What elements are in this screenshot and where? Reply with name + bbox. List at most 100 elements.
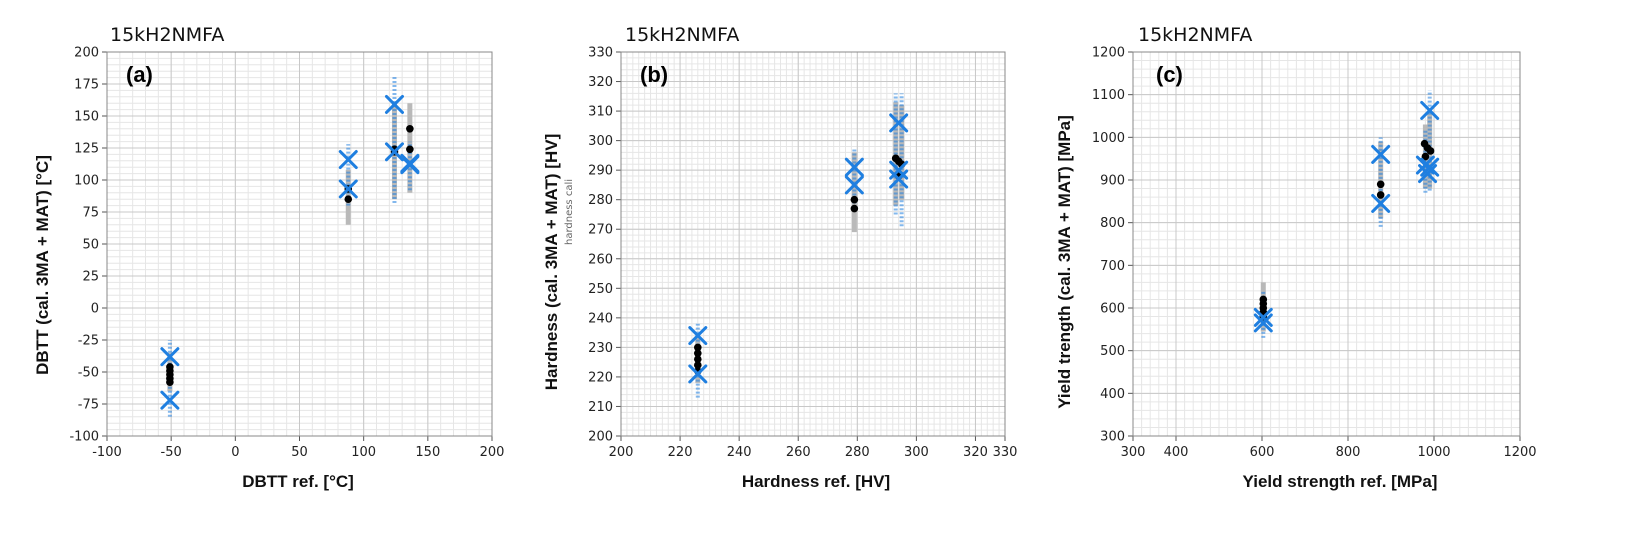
x-tick-label: -100 xyxy=(92,445,122,460)
blue-x-marker xyxy=(160,347,180,367)
black-point xyxy=(694,349,702,358)
panel-c-plot-area: 300 400 600 800 1000 1200 300 400 500 600 700 800 90… xyxy=(1092,46,1537,461)
x-tick-label: -50 xyxy=(161,445,182,460)
blue-x-stroke xyxy=(338,150,358,170)
blue-x-marker xyxy=(338,150,358,170)
y-tick-label: 25 xyxy=(82,270,99,285)
y-tick-label: 200 xyxy=(74,46,99,61)
blue-x-stroke xyxy=(688,326,708,346)
y-tick-label: 500 xyxy=(1100,344,1125,359)
blue-x-stroke xyxy=(889,169,909,189)
black-point xyxy=(850,195,859,204)
panel-b-plot-area: 200 220 240 260 280 300 320 330 200 210 220 230 240 2… xyxy=(588,46,1017,461)
y-tick-label: 290 xyxy=(588,164,613,179)
y-tick-label: 280 xyxy=(588,193,613,208)
y-tick-label: 175 xyxy=(74,78,99,93)
x-tick-label: 100 xyxy=(351,445,376,460)
blue-x-stroke xyxy=(889,113,909,133)
blue-x-marker xyxy=(1418,164,1438,184)
black-point xyxy=(694,343,702,352)
x-tick-label: 300 xyxy=(1121,445,1146,460)
y-tick-label: 400 xyxy=(1100,387,1125,402)
black-point xyxy=(344,195,353,203)
panel-b-label: (b) xyxy=(640,62,668,87)
y-tick-label: 900 xyxy=(1100,174,1125,189)
blue-x-marker xyxy=(400,155,420,175)
blue-x-stroke xyxy=(1371,144,1391,164)
y-tick-label: 800 xyxy=(1100,216,1125,231)
x-tick-label: 600 xyxy=(1250,445,1275,460)
blue-x-stroke xyxy=(688,364,708,384)
y-tick-label: 220 xyxy=(588,370,613,385)
y-tick-label: 200 xyxy=(588,430,613,445)
x-tick-label: 280 xyxy=(845,445,870,460)
x-tick-label: 50 xyxy=(291,445,308,460)
x-tick-label: 300 xyxy=(904,445,929,460)
blue-x-marker xyxy=(338,179,358,199)
panel-a-plot-area: -100 -50 0 50 100 150 200 -100 -75 -50 -25 0 25 50 75 1… xyxy=(69,46,504,461)
blue-x-stroke xyxy=(1420,100,1440,120)
x-tick-label: 200 xyxy=(480,445,505,460)
blue-x-stroke xyxy=(1371,193,1391,213)
plot-frame xyxy=(1132,51,1521,437)
panel-c-title: 15kH2NMFA xyxy=(1138,24,1252,46)
panel-a-label: (a) xyxy=(126,62,153,87)
blue-x-marker xyxy=(688,326,708,346)
blue-x-stroke xyxy=(1418,164,1438,184)
y-tick-label: 150 xyxy=(74,110,99,125)
panel-b-ylabel: Hardness (cal. 3MA + MAT) [HV] xyxy=(542,134,561,390)
plot-background xyxy=(621,52,1005,436)
plot-background xyxy=(1133,52,1520,436)
plot-frame xyxy=(620,51,1006,437)
y-tick-label: 260 xyxy=(588,252,613,267)
y-tick-label: 300 xyxy=(1100,430,1125,445)
panel-c-label: (c) xyxy=(1156,62,1183,87)
black-point xyxy=(406,145,414,154)
black-point xyxy=(1421,152,1430,161)
blue-x-stroke xyxy=(400,155,420,175)
blue-x-stroke xyxy=(844,157,864,177)
y-tick-label: -25 xyxy=(78,334,99,349)
y-tick-label: 210 xyxy=(588,400,613,415)
blue-x-stroke xyxy=(160,390,180,410)
y-tick-label: -100 xyxy=(69,430,99,445)
blue-x-stroke xyxy=(844,175,864,195)
x-tick-label: 800 xyxy=(1336,445,1361,460)
blue-x-stroke xyxy=(384,142,404,162)
y-tick-label: -75 xyxy=(78,398,99,413)
x-tick-label: 260 xyxy=(786,445,811,460)
panel-b-xlabel: Hardness ref. [HV] xyxy=(742,472,890,491)
panel-a-title: 15kH2NMFA xyxy=(110,24,224,46)
y-tick-label: -50 xyxy=(78,366,99,381)
blue-x-marker xyxy=(1420,100,1440,120)
blue-x-stroke xyxy=(338,179,358,199)
y-tick-label: 230 xyxy=(588,341,613,356)
black-point xyxy=(850,204,859,213)
x-tick-label: 150 xyxy=(415,445,440,460)
y-tick-label: 250 xyxy=(588,282,613,297)
y-tick-label: 270 xyxy=(588,223,613,238)
x-tick-label: 400 xyxy=(1164,445,1189,460)
blue-x-stroke xyxy=(1253,313,1273,333)
panel-b: 15kH2NMFA 200 220 240 260 280 300 320 330 200 210… xyxy=(542,24,1017,491)
y-tick-label: 330 xyxy=(588,46,613,61)
black-point xyxy=(1376,191,1385,199)
y-tick-label: 0 xyxy=(91,302,99,317)
blue-x-stroke xyxy=(160,347,180,367)
blue-x-marker xyxy=(1371,193,1391,213)
y-tick-label: 100 xyxy=(74,174,99,189)
y-tick-label: 50 xyxy=(82,238,99,253)
black-point xyxy=(406,125,414,133)
black-point xyxy=(694,355,702,364)
y-tick-label: 1100 xyxy=(1092,88,1125,103)
x-tick-label: 1000 xyxy=(1417,445,1450,460)
y-tick-label: 1000 xyxy=(1092,131,1125,146)
y-tick-label: 310 xyxy=(588,105,613,120)
panel-c-ylabel: Yield trength (cal. 3MA + MAT) [MPa] xyxy=(1055,115,1074,409)
blue-x-marker xyxy=(1371,144,1391,164)
panel-c-xlabel: Yield strength ref. [MPa] xyxy=(1243,472,1438,491)
blue-x-marker xyxy=(384,142,404,162)
blue-x-marker xyxy=(1253,307,1273,327)
y-tick-label: 600 xyxy=(1100,302,1125,317)
